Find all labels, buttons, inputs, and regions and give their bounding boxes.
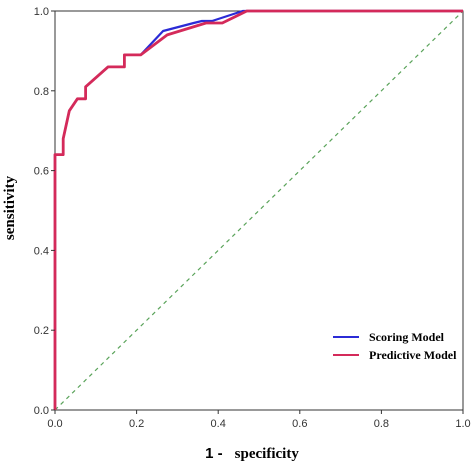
x-tick-label: 0.4 (211, 418, 226, 430)
legend: Scoring Model Predictive Model (333, 330, 457, 362)
x-axis-label-text: specificity (235, 446, 300, 462)
y-axis-label: sensitivity (2, 175, 18, 240)
y-tick-label: 0.8 (34, 86, 49, 98)
y-tick-label: 0.6 (34, 166, 49, 178)
legend-label: Predictive Model (369, 348, 457, 362)
x-tick-label: 0.6 (292, 418, 307, 430)
x-tick-label: 1.0 (455, 418, 470, 430)
y-tick-label: 0.0 (34, 405, 49, 417)
x-tick-label: 0.0 (47, 418, 62, 430)
y-tick-label: 1.0 (34, 6, 49, 18)
legend-label: Scoring Model (369, 330, 445, 344)
reference-diagonal-line (54, 10, 464, 411)
y-tick-label: 0.4 (34, 245, 49, 257)
series-line-predictive-model (53, 9, 463, 410)
x-axis-label: 1 - specificity (205, 445, 299, 462)
x-tick-label: 0.2 (129, 418, 144, 430)
y-tick-label: 0.2 (34, 325, 49, 337)
x-axis-label-prefix: 1 - (205, 445, 223, 462)
reference-line-group (54, 10, 464, 411)
series-group (53, 9, 463, 410)
tick-labels: 0.0 0.2 0.4 0.6 0.8 1.0 0.0 0.2 0.4 0.6 0.8 1.0 (34, 6, 471, 430)
x-tick-label: 0.8 (374, 418, 389, 430)
